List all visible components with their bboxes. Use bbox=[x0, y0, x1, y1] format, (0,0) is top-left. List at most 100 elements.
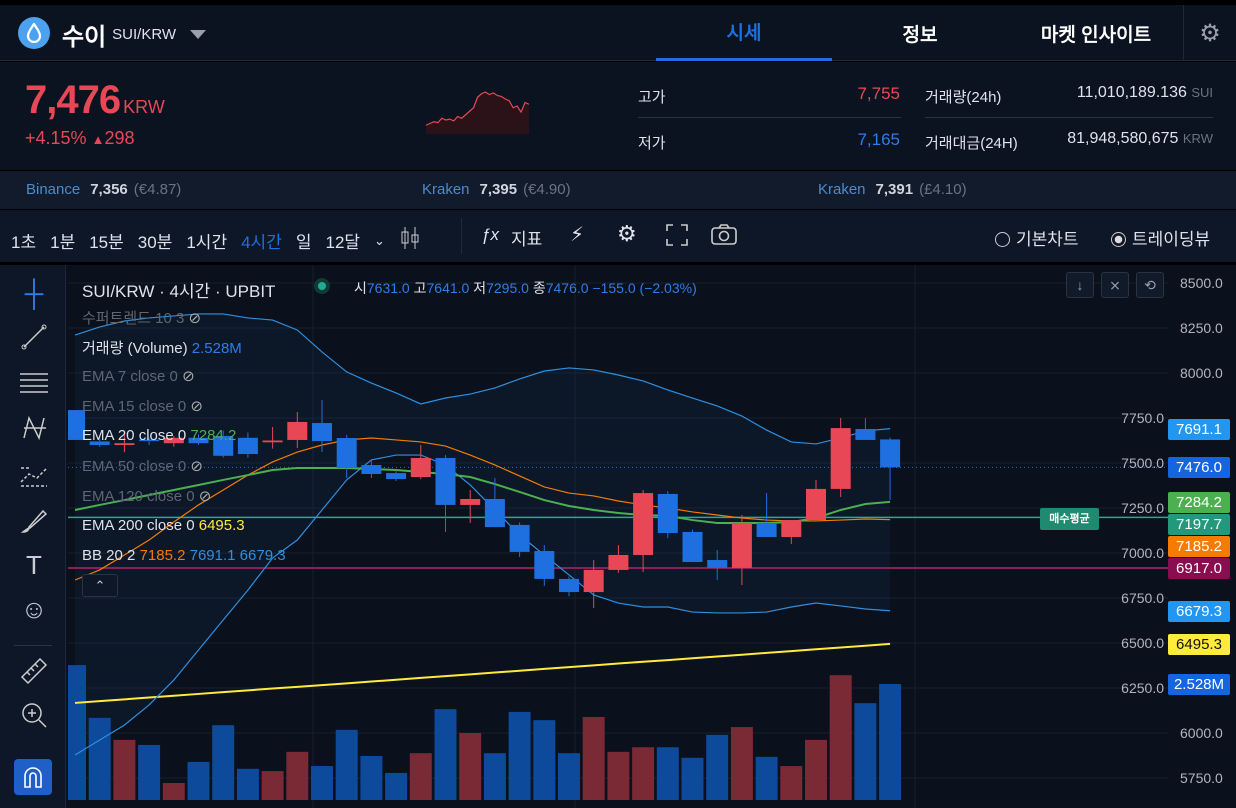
tf-4h[interactable]: 4시간 bbox=[241, 233, 282, 252]
chevron-down-icon[interactable]: ⌄ bbox=[374, 232, 385, 248]
alert-search-icon[interactable]: ⚡ bbox=[570, 224, 585, 246]
legend-ema7[interactable]: EMA 7 close 0 ⊘ bbox=[82, 367, 195, 385]
camera-icon[interactable] bbox=[711, 223, 737, 250]
tf-15m[interactable]: 15분 bbox=[89, 233, 124, 252]
legend-ema20[interactable]: EMA 20 close 0 7284.2 bbox=[82, 427, 236, 444]
indicator-label: 수퍼트렌드 10 3 bbox=[82, 310, 185, 327]
price-tag: 2.528M bbox=[1168, 674, 1230, 695]
emoji-icon[interactable]: ☺ bbox=[20, 593, 48, 624]
zoom-in-icon[interactable] bbox=[14, 697, 54, 733]
candlestick-type-icon[interactable] bbox=[399, 225, 421, 256]
candle-body bbox=[312, 423, 332, 442]
y-tick-label: 7250.0 bbox=[1121, 500, 1164, 516]
ema20-line bbox=[74, 467, 891, 524]
high-value: 7,755 bbox=[857, 84, 900, 103]
volume-bar bbox=[879, 684, 902, 800]
eye-off-icon[interactable]: ⊘ bbox=[182, 368, 195, 385]
legend-volume[interactable]: 거래량 (Volume) 2.528M bbox=[82, 337, 242, 358]
legend-bb[interactable]: BB 20 2 7185.2 7691.1 6679.3 bbox=[82, 547, 286, 564]
y-tick-label: 6000.0 bbox=[1180, 725, 1223, 741]
price-tag: 7476.0 bbox=[1168, 457, 1230, 479]
candle-body bbox=[707, 560, 728, 568]
candle-body bbox=[880, 439, 901, 468]
change-percent: +4.15% bbox=[25, 128, 87, 148]
price-tag: 7284.2 bbox=[1168, 491, 1230, 513]
coin-selector[interactable]: 수이 SUI/KRW bbox=[62, 17, 207, 52]
exchange-name: Kraken bbox=[818, 181, 866, 198]
change-value: −155.0 (−2.03%) bbox=[592, 280, 697, 296]
tab-price[interactable]: 시세 bbox=[656, 5, 832, 61]
eye-off-icon[interactable]: ⊘ bbox=[190, 398, 203, 415]
collapse-icon[interactable]: ⨯ bbox=[1101, 272, 1129, 298]
ruler-icon[interactable] bbox=[14, 653, 54, 689]
legend-supertrend[interactable]: 수퍼트렌드 10 3 ⊘ bbox=[82, 307, 201, 328]
volume-bar bbox=[730, 727, 753, 800]
volume-bar bbox=[582, 716, 605, 800]
tf-day[interactable]: 일 bbox=[295, 233, 312, 252]
legend-ema120[interactable]: EMA 120 close 0 ⊘ bbox=[82, 487, 211, 505]
tf-1s[interactable]: 1초 bbox=[11, 233, 37, 252]
open-label: 시 bbox=[354, 280, 367, 296]
legend-ema15[interactable]: EMA 15 close 0 ⊘ bbox=[82, 397, 203, 415]
tf-1h[interactable]: 1시간 bbox=[186, 233, 228, 252]
trendline-icon[interactable] bbox=[14, 319, 54, 355]
chart-toolbar: 1초 1분 15분 30분 1시간 4시간 일 12달 ⌄ ƒx 지표 ⚡ ⚙ … bbox=[0, 210, 1236, 262]
volume-24h-value: 11,010,189.136 bbox=[1076, 84, 1187, 101]
eye-off-icon[interactable]: ⊘ bbox=[188, 310, 202, 327]
legend-ema50[interactable]: EMA 50 close 0 ⊘ bbox=[82, 457, 203, 475]
volume-bar bbox=[409, 753, 432, 800]
sui-logo-icon bbox=[18, 17, 50, 49]
price-chart[interactable] bbox=[68, 265, 1236, 808]
volume-bars bbox=[68, 665, 902, 800]
refresh-icon[interactable]: ⟲ bbox=[1136, 272, 1164, 298]
function-icon[interactable]: ƒx bbox=[481, 225, 499, 244]
collapse-legend-button[interactable]: ⌃ bbox=[82, 574, 118, 597]
tf-30m[interactable]: 30분 bbox=[137, 233, 173, 252]
settings-icon[interactable]: ⚙ bbox=[617, 221, 637, 246]
price-panel: 7,476 KRW +4.15% ▲298 고가 7,755 저가 7,165 … bbox=[0, 62, 1236, 170]
fib-lines-icon[interactable] bbox=[14, 365, 54, 401]
coin-pair[interactable]: SUI/KRW bbox=[112, 26, 177, 43]
radio-basic-chart[interactable]: 기본차트 bbox=[995, 225, 1079, 250]
legend-ema200[interactable]: EMA 200 close 0 6495.3 bbox=[82, 517, 245, 534]
y-tick-label: 7750.0 bbox=[1121, 410, 1164, 426]
amount-24h-value: 81,948,580,675 bbox=[1067, 130, 1179, 147]
tab-info[interactable]: 정보 bbox=[902, 24, 938, 46]
forecast-icon[interactable] bbox=[14, 457, 54, 493]
tab-market-insight[interactable]: 마켓 인사이트 bbox=[1040, 24, 1152, 46]
gear-icon[interactable]: ⚙ bbox=[1183, 5, 1236, 61]
candle-body bbox=[830, 428, 851, 489]
bb-upper-value: 7691.1 bbox=[189, 547, 236, 564]
pattern-icon[interactable] bbox=[14, 410, 54, 446]
chart-area[interactable]: ┼ T ☺ SUI/KRW · 4시간 · UPBIT 시7631.0 고764… bbox=[0, 265, 1236, 808]
eye-off-icon[interactable]: ⊘ bbox=[190, 458, 203, 475]
volume-bar bbox=[854, 703, 877, 800]
tf-1m[interactable]: 1분 bbox=[50, 233, 76, 252]
fullscreen-icon[interactable] bbox=[666, 224, 688, 251]
y-tick-label: 6500.0 bbox=[1121, 635, 1164, 651]
volume-bar bbox=[187, 761, 210, 800]
indicators-button[interactable]: 지표 bbox=[511, 230, 543, 249]
high-label: 고 bbox=[413, 280, 427, 296]
volume-bar bbox=[829, 675, 852, 800]
sparkline-chart bbox=[425, 91, 530, 134]
crosshair-icon[interactable]: ┼ bbox=[24, 277, 44, 308]
text-icon[interactable]: T bbox=[26, 549, 42, 580]
radio-tradingview[interactable]: 트레이딩뷰 bbox=[1111, 225, 1210, 250]
magnet-icon[interactable] bbox=[14, 759, 52, 795]
exchange-sub: (£4.10) bbox=[919, 181, 967, 198]
volume-bar bbox=[311, 766, 333, 800]
y-tick-label: 8000.0 bbox=[1180, 365, 1223, 381]
indicator-value: 7284.2 bbox=[190, 427, 237, 444]
volume-bar bbox=[805, 739, 827, 800]
candle-body bbox=[287, 421, 308, 440]
eye-off-icon[interactable]: ⊘ bbox=[198, 488, 212, 505]
candle-body bbox=[386, 473, 407, 480]
tf-12mo[interactable]: 12달 bbox=[325, 233, 361, 252]
volume-bar bbox=[162, 783, 185, 800]
brush-icon[interactable] bbox=[14, 503, 54, 539]
price-tag: 7691.1 bbox=[1168, 418, 1230, 440]
sparkline-area bbox=[426, 92, 529, 134]
scroll-down-button[interactable]: ↓ bbox=[1066, 272, 1094, 298]
chevron-down-icon[interactable] bbox=[190, 30, 207, 39]
